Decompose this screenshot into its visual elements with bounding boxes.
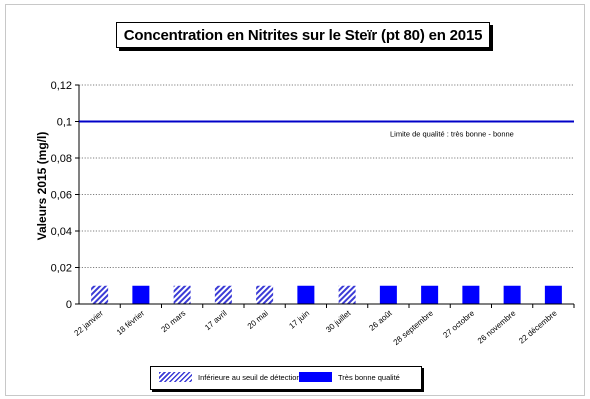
x-tick-label: 26 août (367, 308, 394, 333)
threshold-label: Limite de qualité : très bonne - bonne (390, 130, 514, 139)
bar-tres-bonne (503, 285, 521, 304)
y-tick-label: 0,1 (57, 117, 72, 129)
x-tick-label: 20 mars (159, 309, 187, 334)
x-tick-label: 22 janvier (73, 308, 106, 337)
bar-inferieure (338, 285, 356, 304)
x-tick-label: 26 novembre (476, 308, 518, 345)
x-tick-label: 30 juillet (324, 308, 353, 334)
chart-title-box: Concentration en Nitrites sur le Steïr (… (116, 22, 490, 48)
y-tick-label: 0 (66, 299, 72, 311)
x-tick-label: 22 décembre (517, 308, 559, 345)
bar-inferieure (91, 285, 109, 304)
legend-swatch-hatch (159, 372, 192, 382)
legend-label-inferieure: Inférieure au seuil de détection (198, 372, 301, 382)
chart-title: Concentration en Nitrites sur le Steïr (… (123, 26, 483, 44)
chart-frame (5, 4, 585, 396)
bar-tres-bonne (462, 285, 480, 304)
bar-inferieure (256, 285, 274, 304)
x-tick-label: 27 octobre (441, 308, 476, 340)
y-tick-label: 0,04 (51, 226, 72, 238)
y-tick-label: 0,02 (51, 263, 72, 275)
x-tick-label: 18 février (115, 308, 147, 337)
x-tick-label: 28 septembre (392, 308, 436, 347)
bar-inferieure (214, 285, 232, 304)
bar-tres-bonne (421, 285, 439, 304)
y-tick-label: 0,06 (51, 190, 72, 202)
y-axis-label: Valeurs 2015 (mg/l) (35, 131, 49, 241)
y-tick-label: 0,08 (51, 153, 72, 165)
x-tick-label: 17 juin (287, 309, 311, 331)
legend-label-tres-bonne: Très bonne qualité (338, 372, 400, 382)
legend: Inférieure au seuil de détection Très bo… (150, 366, 422, 390)
legend-item-inferieure: Inférieure au seuil de détection (159, 372, 301, 382)
x-tick-label: 17 avril (203, 308, 229, 332)
legend-swatch-solid (299, 372, 332, 382)
bar-tres-bonne (544, 285, 562, 304)
bar-tres-bonne (379, 285, 397, 304)
legend-item-tres-bonne: Très bonne qualité (299, 372, 400, 382)
bar-tres-bonne (297, 285, 315, 304)
bar-inferieure (173, 285, 191, 304)
bar-tres-bonne (132, 285, 150, 304)
y-tick-label: 0,12 (51, 80, 72, 92)
x-tick-label: 20 mai (246, 308, 270, 330)
